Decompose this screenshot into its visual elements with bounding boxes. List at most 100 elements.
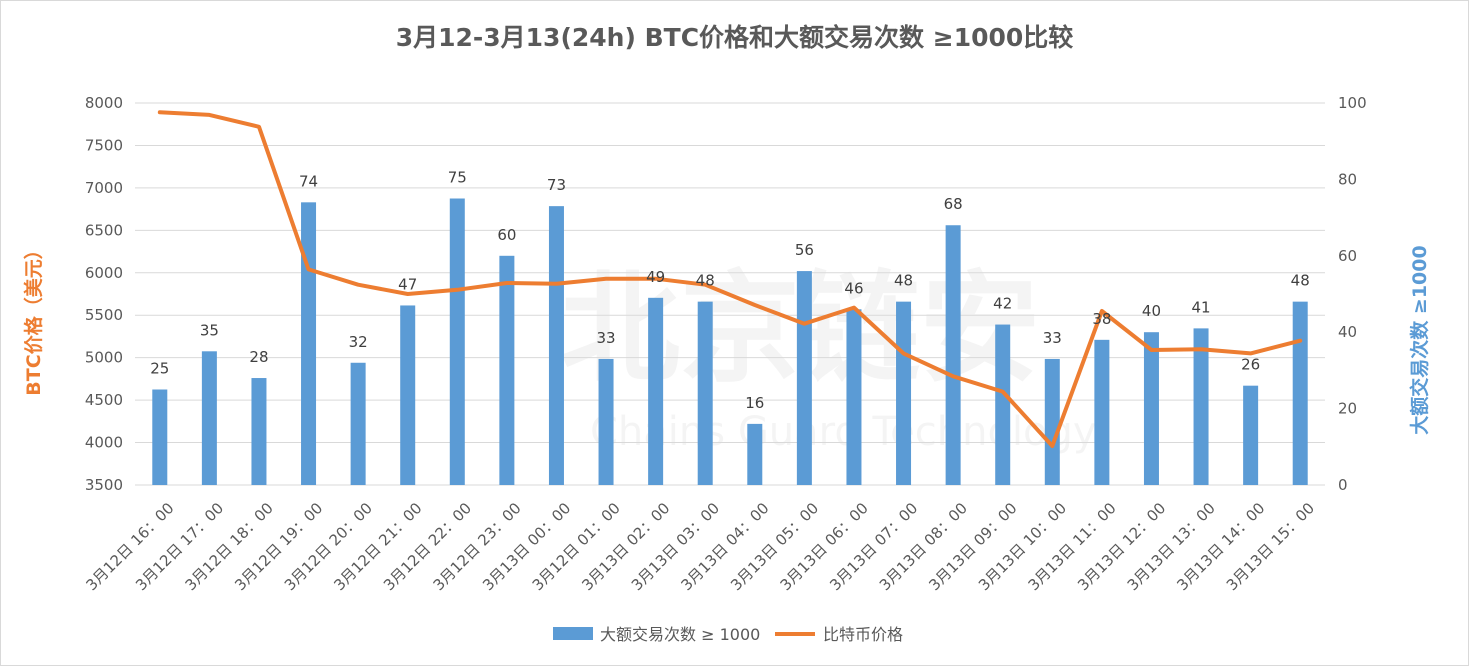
bar (548, 206, 564, 485)
x-tick-label: 3月13日 15：00 (1223, 499, 1318, 594)
x-tick-label: 3月13日 07：00 (826, 499, 921, 594)
bar-value-label: 68 (944, 195, 963, 213)
x-tick-label: 3月12日 20：00 (281, 499, 376, 594)
legend: 大额交易次数 ≥ 1000 比特币价格 (553, 625, 903, 644)
watermark-sub: Chains Guard Technology (590, 409, 1097, 455)
bar (995, 324, 1011, 485)
bar-value-label: 48 (696, 272, 715, 290)
bar (1044, 358, 1060, 485)
bar-value-label: 35 (200, 321, 219, 339)
x-tick-label: 3月13日 13：00 (1124, 499, 1219, 594)
bar-value-label: 42 (993, 295, 1012, 313)
x-tick-label: 3月12日 17：00 (132, 499, 227, 594)
x-tick-label: 3月13日 10：00 (975, 499, 1070, 594)
x-tick-label: 3月13日 03：00 (628, 499, 723, 594)
bar-value-label: 75 (448, 169, 467, 187)
bar-value-label: 48 (1291, 272, 1310, 290)
left-tick-label: 3500 (85, 476, 123, 494)
right-axis-title: 大额交易次数 ≥1000 (1408, 245, 1431, 434)
left-tick-label: 6000 (85, 264, 123, 282)
bar-value-label: 33 (596, 329, 615, 347)
bar-value-label: 56 (795, 241, 814, 259)
right-tick-label: 100 (1338, 94, 1367, 112)
x-tick-label: 3月13日 05：00 (727, 499, 822, 594)
bar-value-label: 38 (1092, 310, 1111, 328)
x-tick-label: 3月13日 02：00 (578, 499, 673, 594)
bar-value-label: 73 (547, 176, 566, 194)
bar (697, 301, 713, 485)
bar-value-label: 41 (1191, 298, 1210, 316)
x-tick-label: 3月12日 18：00 (182, 499, 277, 594)
bar (648, 297, 664, 485)
x-tick-label: 3月13日 12：00 (1074, 499, 1169, 594)
right-tick-label: 60 (1338, 247, 1357, 265)
legend-bar-label: 大额交易次数 ≥ 1000 (600, 625, 760, 644)
legend-line-label: 比特币价格 (823, 625, 903, 644)
bar (1243, 385, 1259, 485)
bar (350, 362, 366, 485)
bar-value-label: 74 (299, 172, 318, 190)
left-tick-label: 7500 (85, 136, 123, 154)
left-tick-label: 8000 (85, 94, 123, 112)
left-tick-label: 5000 (85, 349, 123, 367)
x-tick-label: 3月12日 16：00 (82, 499, 177, 594)
bar-value-label: 33 (1043, 329, 1062, 347)
x-tick-label: 3月12日 01：00 (529, 499, 624, 594)
bar (846, 309, 862, 485)
chart-title: 3月12-3月13(24h) BTC价格和大额交易次数 ≥1000比较 (395, 23, 1074, 52)
bar-value-label: 46 (844, 279, 863, 297)
bar-value-label: 47 (398, 275, 417, 293)
bar (1094, 339, 1110, 485)
data-labels: 25 35 28 74 32 47 75 60 73 33 49 48 16 56 46 48 68 42 33 38… (150, 169, 1310, 412)
x-tick-label: 3月13日 14：00 (1173, 499, 1268, 594)
x-tick-label: 3月13日 11：00 (1025, 499, 1120, 594)
left-tick-label: 7000 (85, 179, 123, 197)
bar-series (152, 198, 1308, 486)
right-tick-label: 0 (1338, 476, 1348, 494)
bar (945, 225, 961, 486)
bar (896, 301, 912, 485)
right-tick-label: 40 (1338, 323, 1357, 341)
right-tick-label: 80 (1338, 170, 1357, 188)
bar-value-label: 25 (150, 360, 169, 378)
line-series (157, 110, 1303, 448)
bar (796, 271, 812, 485)
left-axis-title: BTC价格（美元） (22, 240, 45, 395)
price-line (157, 110, 1303, 448)
x-tick-label: 3月12日 19：00 (231, 499, 326, 594)
bar-value-label: 60 (497, 226, 516, 244)
x-tick-label: 3月12日 23：00 (430, 499, 525, 594)
x-tick-label: 3月13日 06：00 (777, 499, 872, 594)
x-tick-label: 3月13日 09：00 (925, 499, 1020, 594)
bar (449, 198, 465, 485)
bar-value-label: 26 (1241, 356, 1260, 374)
x-tick-label: 3月12日 21：00 (330, 499, 425, 594)
left-tick-label: 6500 (85, 221, 123, 239)
bar (301, 202, 317, 485)
bar (1143, 332, 1159, 485)
grid-lines (135, 102, 1325, 486)
bar (499, 255, 515, 485)
x-tick-label: 3月13日 04：00 (677, 499, 772, 594)
bar (747, 423, 763, 485)
bar (152, 389, 168, 485)
bar (400, 305, 416, 485)
bar (251, 378, 267, 485)
bar (1193, 328, 1209, 485)
bar-value-label: 48 (894, 272, 913, 290)
right-axis-ticks: 0 20 40 60 80 100 (1338, 94, 1367, 494)
x-tick-label: 3月13日 08：00 (876, 499, 971, 594)
x-tick-label: 3月13日 00：00 (479, 499, 574, 594)
left-tick-label: 4000 (85, 434, 123, 452)
bar-value-label: 32 (349, 333, 368, 351)
left-tick-label: 5500 (85, 306, 123, 324)
bar-value-label: 49 (646, 268, 665, 286)
left-tick-label: 4500 (85, 391, 123, 409)
x-tick-label: 3月12日 22：00 (380, 499, 475, 594)
bar-value-label: 28 (249, 348, 268, 366)
left-axis-ticks: 3500 4000 4500 5000 5500 6000 6500 7000 7500 8000 (85, 94, 123, 494)
bar-value-label: 16 (745, 394, 764, 412)
